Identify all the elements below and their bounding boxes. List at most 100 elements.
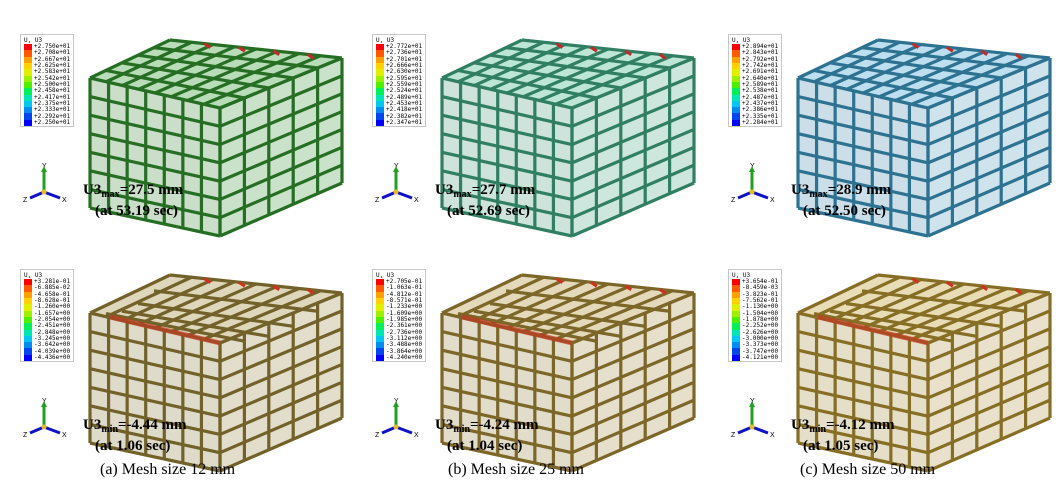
colorbar-swatch	[732, 62, 740, 70]
x-axis-arrow	[395, 190, 413, 200]
legend-value: +2.666e+01	[386, 61, 423, 69]
colorbar-swatch	[732, 88, 740, 95]
legend-value: -3.642e+00	[34, 341, 71, 349]
annotation-subscript: min	[453, 424, 471, 435]
colorbar-swatch	[732, 291, 740, 298]
legend-value: +2.333e+01	[34, 106, 71, 114]
contour-legend-bottom: U, U3 +2.705e-01 -1.063e-01 -4.812e-01 -8.57…	[372, 269, 427, 362]
contour-legend-top: U, U3 +2.772e+01 +2.736e+01 +2.701e+01 +2.66…	[372, 34, 427, 127]
contour-legend-top: U, U3 +2.750e+01 +2.708e+01 +2.667e+01 +2.62…	[20, 34, 75, 127]
colorbar-swatch	[732, 81, 740, 89]
colorbar-swatch	[376, 285, 384, 292]
legend-value: +2.500e+01	[34, 80, 71, 88]
legend-value: +2.375e+01	[34, 99, 71, 107]
annotation-value: =-4.12 mm	[826, 417, 895, 433]
x-axis-arrow	[43, 425, 61, 435]
colorbar-swatch	[376, 44, 384, 51]
colorbar-swatch	[732, 107, 740, 114]
axis-label: Y	[394, 163, 399, 170]
legend-value: -2.361e+00	[386, 322, 423, 330]
legend-value: +2.705e-01	[386, 278, 423, 285]
colorbar-swatch	[376, 348, 384, 355]
legend-value: -4.812e-01	[386, 290, 423, 298]
axis-label: Y	[750, 163, 755, 170]
contour-legend-bottom: U, U3 +3.281e-01 -6.885e-02 -4.658e-01 -8.62…	[20, 269, 75, 362]
colorbar-swatch	[376, 113, 384, 120]
annotation-value: =27.5 mm	[119, 182, 184, 198]
colorbar-swatch	[732, 44, 740, 51]
colorbar-swatch	[24, 279, 32, 286]
annotation-value: =-4.24 mm	[470, 417, 539, 433]
colorbar	[376, 44, 384, 127]
legend-value: +2.559e+01	[386, 80, 423, 88]
annotation-subscript: max	[101, 189, 120, 200]
x-axis-arrow	[751, 190, 769, 200]
legend-value: +2.458e+01	[34, 87, 71, 95]
legend-value: +2.417e+01	[34, 93, 71, 101]
annotation-value: =28.9 mm	[827, 182, 892, 198]
legend-value: -4.240e+00	[386, 353, 423, 361]
legend-value: -1.878e+00	[742, 315, 779, 323]
legend-value: +2.292e+01	[34, 112, 71, 120]
legend-value: +2.284e+01	[742, 118, 779, 126]
colorbar-swatch	[732, 279, 740, 286]
annotation-subscript: max	[809, 189, 828, 200]
axis-triad: Y X Z	[731, 163, 775, 204]
colorbar-swatch	[376, 316, 384, 324]
legend-value: -3.747e+00	[742, 347, 779, 355]
colorbar	[24, 44, 32, 127]
colorbar-swatch	[376, 119, 384, 127]
axis-label: X	[414, 197, 419, 204]
axis-label: X	[414, 432, 419, 439]
colorbar-swatch	[376, 310, 384, 317]
legend-value: +2.742e+01	[742, 61, 779, 69]
colorbar	[24, 279, 32, 362]
legend-value: +2.538e+01	[742, 87, 779, 95]
axis-label: Z	[375, 432, 380, 439]
axis-triad: Y X Z	[375, 163, 419, 204]
legend-value: +2.640e+01	[742, 74, 779, 82]
legend-value: -2.451e+00	[34, 322, 71, 330]
colorbar-swatch	[24, 335, 32, 343]
legend-value: +2.894e+01	[742, 43, 779, 50]
legend-value: -2.848e+00	[34, 328, 71, 336]
legend-value: -2.252e+00	[742, 322, 779, 330]
axis-label: Z	[23, 197, 28, 204]
colorbar-swatch	[732, 335, 740, 343]
legend-value: -3.488e+00	[386, 341, 423, 349]
colorbar-swatch	[732, 50, 740, 57]
colorbar-swatch	[24, 310, 32, 317]
colorbar-swatch	[732, 113, 740, 120]
legend-title: U, U3	[732, 37, 751, 44]
colorbar-swatch	[732, 304, 740, 311]
annotation-time: (at 1.06 sec)	[95, 438, 171, 454]
annotation-time: (at 1.04 sec)	[447, 438, 523, 454]
legend-value: +3.281e-01	[34, 278, 71, 285]
colorbar-swatch	[24, 56, 32, 63]
colorbar-swatch	[376, 69, 384, 76]
legend-value: +2.691e+01	[742, 68, 779, 76]
axis-label: X	[770, 197, 775, 204]
legend-value: +2.701e+01	[386, 55, 423, 63]
legend-value: -6.885e-02	[34, 284, 71, 292]
axis-triad: Y X Z	[731, 398, 775, 439]
colorbar-swatch	[732, 297, 740, 305]
colorbar-swatch	[24, 50, 32, 57]
colorbar-swatch	[24, 113, 32, 120]
colorbar-swatch	[732, 316, 740, 324]
colorbar-swatch	[376, 342, 384, 349]
legend-value: -1.233e+00	[386, 303, 423, 311]
legend-value: +2.792e+01	[742, 55, 779, 63]
displacement-annotation: U3max=27.5 mm (at 53.19 sec)	[83, 182, 183, 220]
colorbar-swatch	[24, 81, 32, 89]
colorbar-swatch	[732, 56, 740, 63]
colorbar-swatch	[732, 285, 740, 292]
annotation-symbol: U3	[791, 417, 810, 433]
fe-model-bottom	[440, 273, 696, 473]
colorbar-swatch	[376, 354, 384, 362]
legend-value: +2.667e+01	[34, 55, 71, 63]
colorbar-swatch	[732, 69, 740, 76]
axis-label: X	[770, 432, 775, 439]
annotation-symbol: U3	[83, 182, 102, 198]
colorbar-swatch	[24, 348, 32, 355]
